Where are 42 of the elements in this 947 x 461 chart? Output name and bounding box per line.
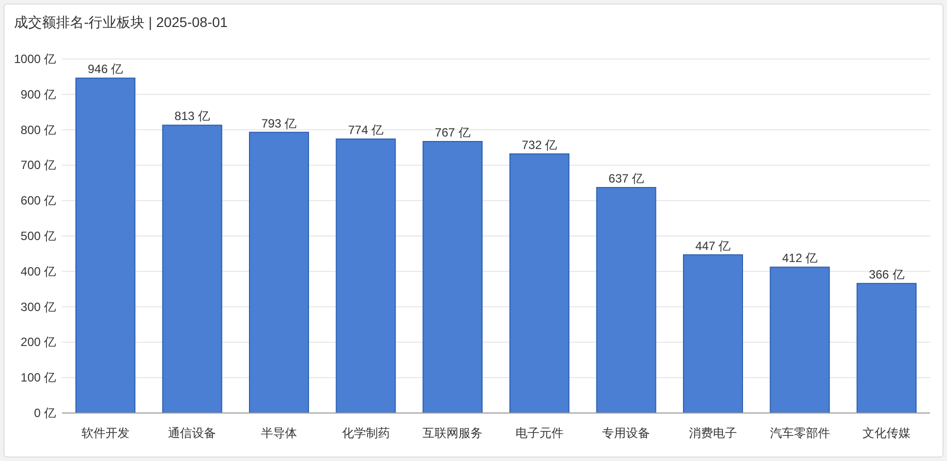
bar (162, 124, 222, 414)
data-label: 767 亿 (434, 125, 470, 140)
bar (422, 140, 483, 414)
y-tick-label: 0 亿 (34, 406, 56, 420)
y-tick-label: 700 亿 (20, 158, 56, 172)
data-label: 732 亿 (522, 138, 558, 152)
x-tick-label: 文化传媒 (862, 426, 911, 440)
x-tick-label: 软件开发 (81, 426, 130, 440)
bar (75, 78, 136, 414)
data-label: 637 亿 (608, 172, 644, 186)
y-tick-label: 800 亿 (20, 122, 56, 137)
data-label: 366 亿 (868, 267, 904, 282)
data-label: 813 亿 (174, 109, 210, 124)
bar (336, 138, 396, 414)
chart-title: 成交额排名-行业板块 | 2025-08-01 (14, 14, 228, 30)
data-label: 412 亿 (782, 251, 818, 266)
x-tick-label: 电子元件 (515, 426, 564, 440)
bar (248, 132, 310, 414)
x-tick-label: 化学制药 (342, 426, 390, 440)
x-tick-label: 汽车零部件 (770, 426, 830, 440)
y-tick-label: 500 亿 (20, 229, 56, 243)
y-tick-label: 200 亿 (20, 335, 56, 350)
y-tick-label: 600 亿 (20, 194, 56, 208)
y-tick-label: 900 亿 (20, 87, 56, 102)
x-tick-label: 通信设备 (168, 426, 216, 440)
x-tick-label: 消费电子 (689, 426, 737, 440)
data-label: 447 亿 (695, 238, 731, 253)
x-tick-label: 互联网服务 (422, 426, 483, 440)
y-tick-label: 100 亿 (20, 370, 56, 385)
y-tick-label: 300 亿 (20, 300, 56, 314)
x-tick-label: 半导体 (261, 426, 297, 440)
y-tick-label: 400 亿 (20, 264, 56, 278)
bar (770, 266, 830, 414)
y-tick-label: 1000 亿 (14, 52, 56, 66)
data-label: 793 亿 (261, 116, 297, 130)
data-label: 946 亿 (88, 62, 124, 76)
data-label: 774 亿 (348, 123, 384, 138)
bar (856, 282, 917, 414)
bar (682, 254, 744, 414)
bar (509, 153, 570, 414)
x-tick-label: 专用设备 (602, 426, 650, 440)
bar (596, 187, 656, 414)
